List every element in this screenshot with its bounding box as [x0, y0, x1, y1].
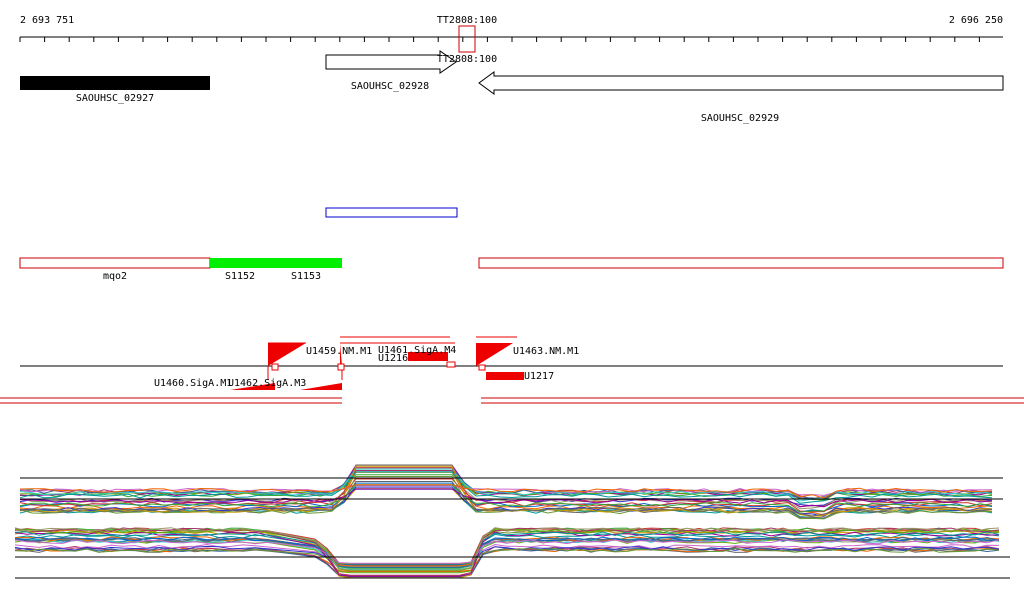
feature-handle: [271, 363, 279, 371]
gene-bar: [20, 76, 210, 90]
ruler-center: TT2808:100: [437, 15, 497, 26]
trace: [14, 533, 1000, 568]
trace: [19, 484, 993, 513]
trace: [19, 474, 993, 501]
blue-region: [325, 207, 458, 218]
region: [19, 257, 211, 269]
feature-triangle: [340, 343, 342, 366]
ruler-start: 2 693 751: [20, 15, 74, 26]
feature-handle: [478, 364, 486, 371]
trace: [19, 485, 993, 496]
gene-arrow: [478, 71, 1004, 95]
feature-label: U1216: [378, 353, 408, 364]
feature-label: U1217: [524, 371, 554, 382]
region-label: S1153: [291, 271, 321, 282]
trace: [19, 471, 993, 502]
trace: [19, 481, 993, 517]
position-marker: [458, 25, 476, 53]
ruler-end: 2 696 250: [949, 15, 1003, 26]
trace: [14, 539, 1000, 564]
trace: [14, 545, 1000, 565]
feature-triangle: [268, 343, 306, 366]
trace: [14, 528, 1000, 572]
feature-triangle: [476, 343, 513, 366]
feature-triangle: [230, 383, 275, 390]
trace: [14, 527, 1000, 571]
feature-label: U1460.SigA.M1: [154, 378, 232, 389]
trace: [19, 467, 993, 513]
marker-label: TT2808:100: [437, 54, 497, 65]
feature-label: U1459.NM.M1: [306, 346, 372, 357]
gene-label: SAOUHSC_02927: [76, 93, 154, 104]
feature-box: [408, 352, 448, 361]
trace: [14, 531, 1000, 577]
trace: [14, 543, 1000, 567]
trace: [14, 536, 1000, 568]
trace: [19, 468, 993, 502]
trace: [19, 484, 993, 499]
ruler: [19, 36, 1003, 42]
expression-traces: [14, 464, 1000, 579]
trace: [14, 531, 1000, 568]
feature-label: U1463.NM.M1: [513, 346, 579, 357]
region: [478, 257, 1004, 269]
trace: [19, 471, 993, 510]
trace: [14, 547, 1000, 573]
feature-handle: [446, 361, 456, 368]
feature-label: U1462.SigA.M3: [228, 378, 306, 389]
feature-box: [486, 372, 524, 380]
trace: [19, 471, 993, 516]
feature-triangle: [300, 383, 342, 390]
trace: [19, 488, 993, 508]
feature-label: U1461.SigA.M4: [378, 345, 456, 356]
gene-label: SAOUHSC_02928: [351, 81, 429, 92]
trace: [14, 538, 1000, 574]
region: [210, 258, 342, 268]
region-label: S1152: [225, 271, 255, 282]
gene-label: SAOUHSC_02929: [701, 113, 779, 124]
gene-arrow: [325, 50, 457, 74]
feature-handle: [337, 363, 345, 371]
region-label: mqo2: [103, 271, 127, 282]
trace: [14, 547, 1000, 565]
